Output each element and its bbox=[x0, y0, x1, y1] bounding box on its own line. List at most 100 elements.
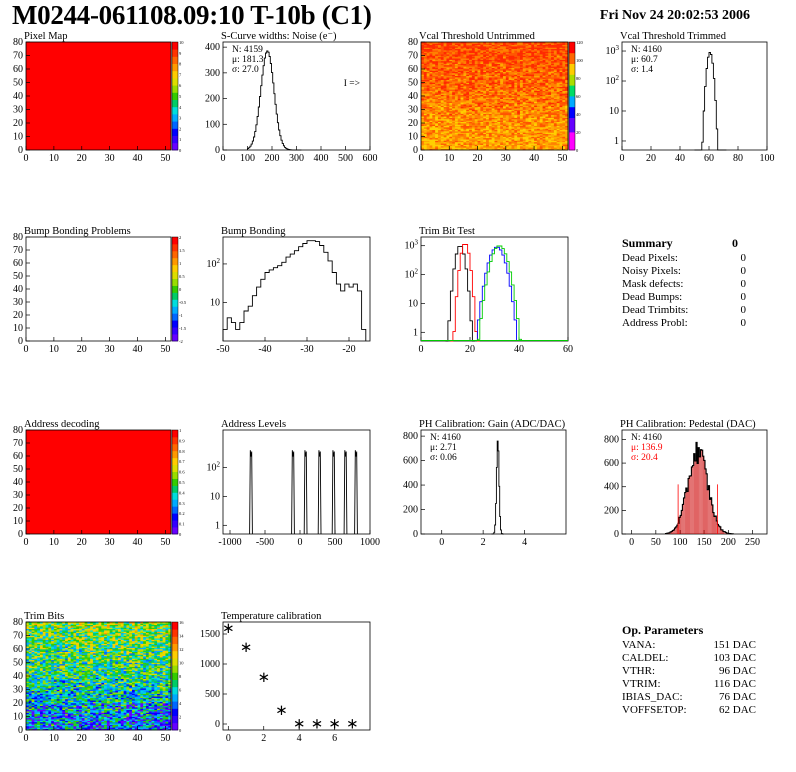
colorbar-segment bbox=[172, 461, 178, 466]
y-tick-label: 102 bbox=[207, 257, 221, 270]
heatmap-cell bbox=[486, 148, 490, 151]
heatmap-cell bbox=[452, 144, 456, 147]
heatmap-cell bbox=[488, 125, 492, 128]
heatmap-cell bbox=[500, 125, 504, 128]
y-tick-label: 40 bbox=[13, 477, 23, 488]
heatmap-cell bbox=[452, 139, 456, 141]
heatmap-cell bbox=[525, 135, 529, 137]
y-tick-label: 0 bbox=[18, 336, 23, 347]
heatmap-cell bbox=[454, 148, 459, 151]
heatmap-cell bbox=[480, 137, 484, 140]
heatmap-cell bbox=[548, 127, 552, 129]
heatmap-cell bbox=[497, 139, 501, 141]
heatmap-cell bbox=[556, 140, 560, 143]
heatmap-cell bbox=[562, 128, 566, 131]
heatmap-cell bbox=[528, 128, 532, 131]
heatmap-cell bbox=[454, 140, 459, 143]
heatmap-cell bbox=[491, 127, 495, 129]
heatmap-cell bbox=[443, 140, 447, 143]
heatmap-cell bbox=[539, 141, 543, 144]
heatmap-cell bbox=[469, 143, 473, 145]
heatmap-cell bbox=[531, 144, 535, 147]
x-tick-label: 1000 bbox=[360, 537, 380, 548]
heatmap-cell bbox=[466, 128, 470, 131]
heatmap-cell bbox=[556, 132, 560, 135]
heatmap-cell bbox=[432, 144, 436, 147]
heatmap-cell bbox=[443, 139, 447, 141]
heatmap-cell bbox=[536, 128, 541, 131]
heatmap-cell bbox=[474, 136, 478, 139]
heatmap-cell bbox=[449, 141, 453, 144]
colorbar-segment bbox=[172, 330, 178, 335]
colorbar-segment bbox=[172, 106, 178, 111]
heatmap-cell bbox=[514, 144, 518, 147]
histogram-series bbox=[694, 52, 727, 151]
heatmap-cell bbox=[474, 133, 478, 136]
heatmap-cell bbox=[531, 148, 535, 151]
heatmap-cell bbox=[446, 132, 450, 135]
stats-line: μ: 181.3 bbox=[232, 55, 264, 65]
x-tick-label: 50 bbox=[160, 537, 170, 548]
heatmap-cell bbox=[519, 131, 524, 133]
heatmap-cell bbox=[454, 133, 459, 136]
heatmap-cell bbox=[437, 139, 442, 141]
heatmap-cell bbox=[534, 141, 538, 144]
heatmap-cell bbox=[446, 141, 450, 144]
x-tick-label: 0 bbox=[24, 537, 29, 548]
heatmap-cell bbox=[505, 140, 509, 143]
heatmap-cell bbox=[522, 132, 526, 135]
heatmap-cell bbox=[440, 147, 444, 149]
heatmap-cell bbox=[522, 140, 526, 143]
heatmap-cell bbox=[443, 127, 447, 129]
heatmap-cell bbox=[454, 123, 459, 125]
heatmap-cell bbox=[525, 144, 529, 147]
colorbar-segment bbox=[569, 121, 575, 126]
colorbar-segment bbox=[172, 278, 178, 283]
heatmap-cell bbox=[491, 133, 495, 136]
heatmap-cell bbox=[483, 143, 487, 145]
heatmap-cell bbox=[423, 135, 427, 137]
heatmap-cell bbox=[486, 136, 490, 139]
heatmap-cell bbox=[502, 144, 507, 147]
heatmap-cell bbox=[463, 128, 467, 131]
heatmap-cell bbox=[443, 147, 447, 149]
chart-title: Trim Bit Test bbox=[419, 226, 475, 237]
heatmap-cell bbox=[466, 123, 470, 125]
y-tick-label: 10 bbox=[13, 132, 23, 143]
heatmap-cell bbox=[429, 143, 433, 145]
heatmap-cell bbox=[531, 143, 535, 145]
y-tick-label: 20 bbox=[13, 310, 23, 321]
colorbar-tick-label: 0.2 bbox=[179, 511, 185, 516]
heatmap-cell bbox=[435, 147, 439, 149]
heatmap-cell bbox=[491, 128, 495, 131]
x-tick-label: 50 bbox=[557, 153, 567, 164]
x-tick-label: 10 bbox=[49, 344, 59, 355]
heatmap-cell bbox=[548, 148, 552, 151]
heatmap-cell bbox=[437, 144, 442, 147]
heatmap-cell bbox=[443, 123, 447, 125]
heatmap-cell bbox=[488, 123, 492, 125]
heatmap-cell bbox=[519, 140, 524, 143]
heatmap-cell bbox=[446, 140, 450, 143]
heatmap-cell bbox=[556, 143, 560, 145]
heatmap-cell bbox=[556, 127, 560, 129]
heatmap-cell bbox=[542, 139, 546, 141]
heatmap-cell bbox=[556, 148, 560, 151]
heatmap-cell bbox=[502, 123, 507, 125]
heatmap-cell bbox=[480, 129, 484, 132]
heatmap-cell bbox=[488, 145, 492, 148]
heatmap-cell bbox=[494, 137, 498, 140]
colorbar-tick-label: 4 bbox=[179, 105, 182, 110]
heatmap-cell bbox=[497, 145, 501, 148]
heatmap-cell bbox=[421, 129, 425, 132]
histogram-spike bbox=[331, 450, 336, 535]
heatmap-cell bbox=[469, 137, 473, 140]
heatmap-cell bbox=[426, 139, 430, 141]
heatmap-cell bbox=[432, 129, 436, 132]
heatmap-cell bbox=[488, 127, 492, 129]
heatmap-cell bbox=[536, 124, 541, 126]
heatmap-cell bbox=[531, 125, 535, 128]
heatmap-cell bbox=[542, 144, 546, 147]
